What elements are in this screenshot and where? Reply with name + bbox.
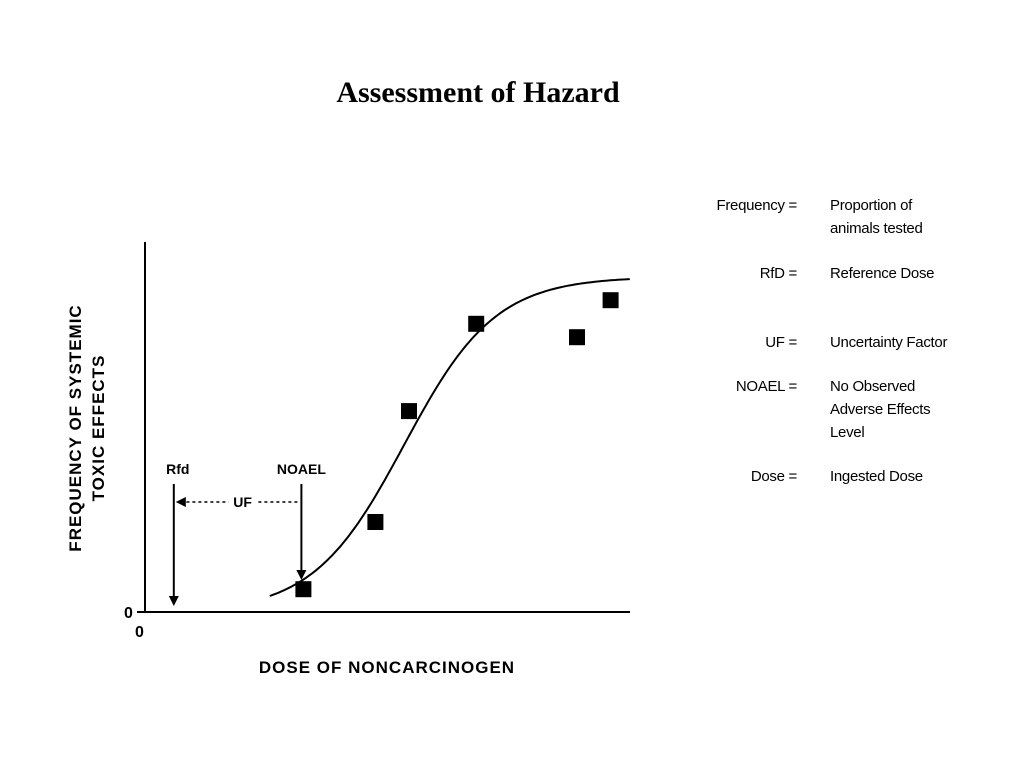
uf-label-background [228,492,257,512]
data-point-5 [569,329,585,346]
uf-label: UF [233,494,252,510]
data-point-6 [602,292,619,309]
x-axis-label: DOSE OF NONCARCINOGEN [259,658,515,677]
fitted-curve [269,278,630,597]
rfd-label: Rfd [166,461,189,477]
data-point-1 [295,581,312,598]
slide-title: Assessment of Hazard [336,76,620,109]
noael-label: NOAEL [277,461,326,477]
x-origin-label: 0 [135,624,144,641]
data-point-4 [468,315,485,332]
data-point-3 [401,403,417,420]
y-origin-label: 0 [124,605,133,622]
data-point-2 [367,514,384,530]
y-axis-label-line1: FREQUENCY OF SYSTEMIC [66,304,85,551]
y-axis-label-line2: TOXIC EFFECTS [89,355,108,502]
